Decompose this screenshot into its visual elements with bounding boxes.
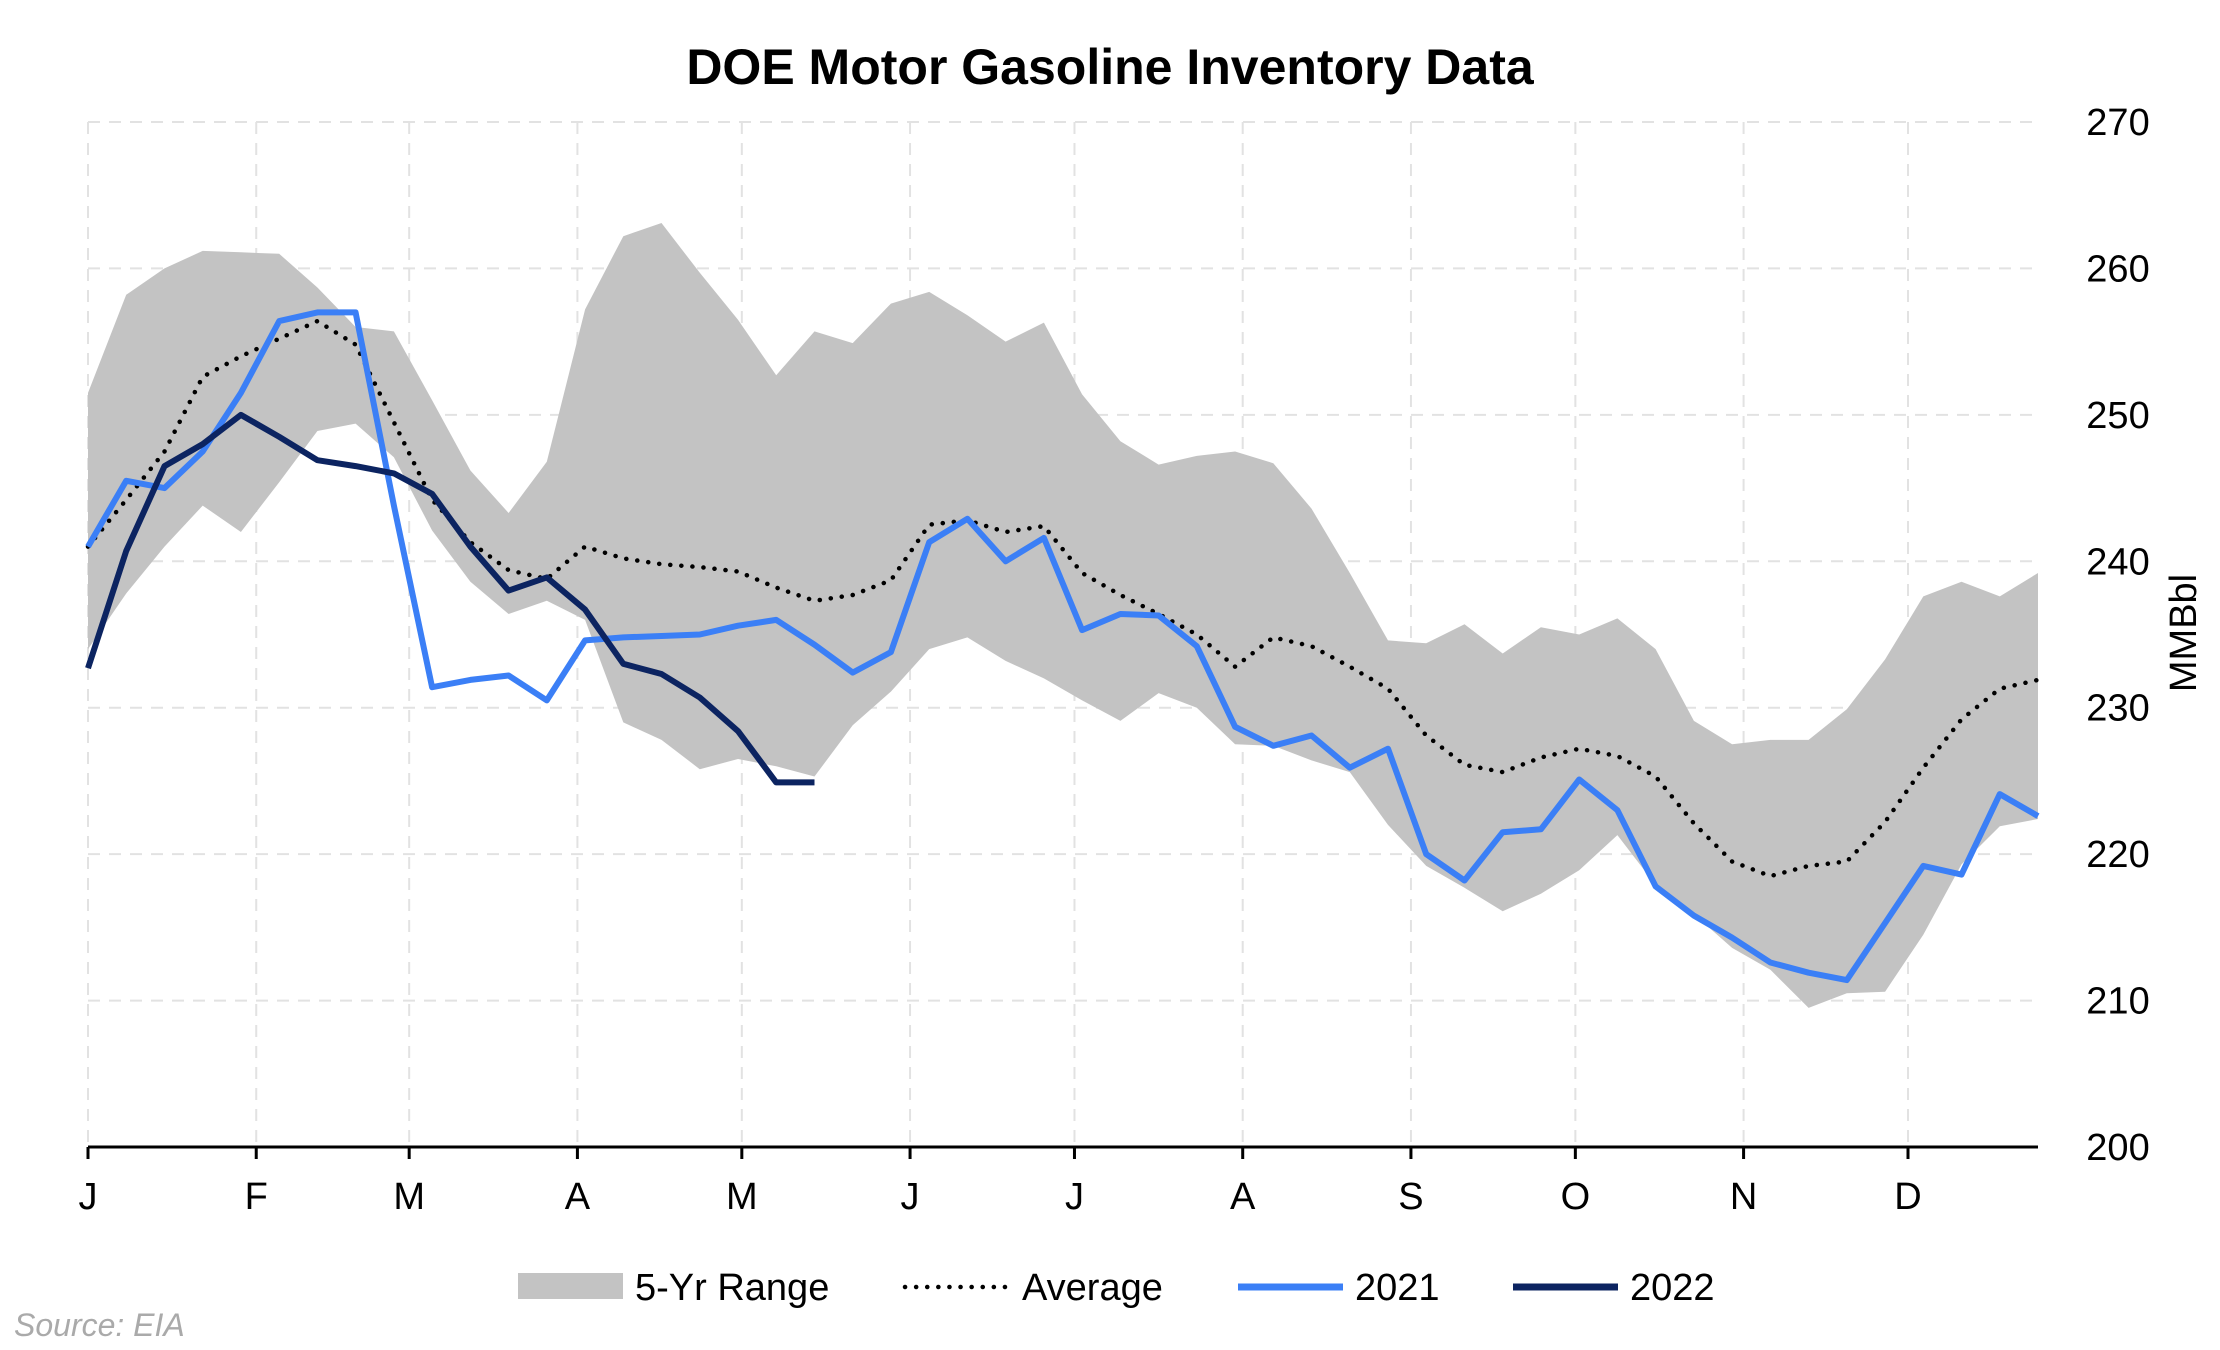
legend-item: 2022 — [1513, 1267, 1715, 1309]
legend-label: 2021 — [1355, 1267, 1440, 1309]
x-tick-label: A — [1230, 1176, 1256, 1218]
x-tick-label: D — [1894, 1176, 1921, 1218]
legend: 5-Yr Range Average 2021 2022 — [518, 1267, 1715, 1309]
y-tick-label: 270 — [2086, 102, 2149, 144]
legend-label: 5-Yr Range — [635, 1267, 829, 1309]
x-tick-label: A — [565, 1176, 591, 1218]
y-tick-label: 240 — [2086, 541, 2149, 583]
y-ticks: 200 210 220 230 240 250 260 270 — [2086, 102, 2149, 1169]
x-tick-label: J — [1065, 1176, 1084, 1218]
x-tick-label: S — [1398, 1176, 1423, 1218]
legend-swatch — [518, 1273, 623, 1299]
x-tick-label: J — [901, 1176, 920, 1218]
series-line-2022 — [85, 411, 815, 786]
range-layer — [88, 223, 2038, 1008]
legend-label: 2022 — [1630, 1267, 1715, 1309]
legend-label: Average — [1022, 1267, 1163, 1309]
series-line-average — [85, 318, 2041, 879]
y-tick-label: 260 — [2086, 248, 2149, 290]
legend-item: 5-Yr Range — [518, 1267, 829, 1309]
y-tick-label: 200 — [2086, 1127, 2149, 1169]
source-note: Source: EIA — [14, 1307, 185, 1343]
x-tick-label: M — [393, 1176, 425, 1218]
y-tick-label: 210 — [2086, 981, 2149, 1023]
x-tick-label: O — [1561, 1176, 1591, 1218]
x-tick-label: F — [245, 1176, 268, 1218]
x-tick-label: J — [79, 1176, 98, 1218]
legend-item: 2021 — [1238, 1267, 1440, 1309]
x-tick-label: M — [726, 1176, 758, 1218]
x-tick-label: N — [1730, 1176, 1757, 1218]
range-band — [88, 223, 2038, 1008]
y-tick-label: 230 — [2086, 688, 2149, 730]
series-layer — [85, 309, 2041, 984]
series-line-2021 — [85, 309, 2040, 984]
legend-item: Average — [902, 1267, 1163, 1309]
y-axis-label: MMBbl — [2163, 574, 2205, 692]
chart-title: DOE Motor Gasoline Inventory Data — [686, 39, 1535, 95]
y-tick-label: 250 — [2086, 395, 2149, 437]
y-tick-label: 220 — [2086, 834, 2149, 876]
